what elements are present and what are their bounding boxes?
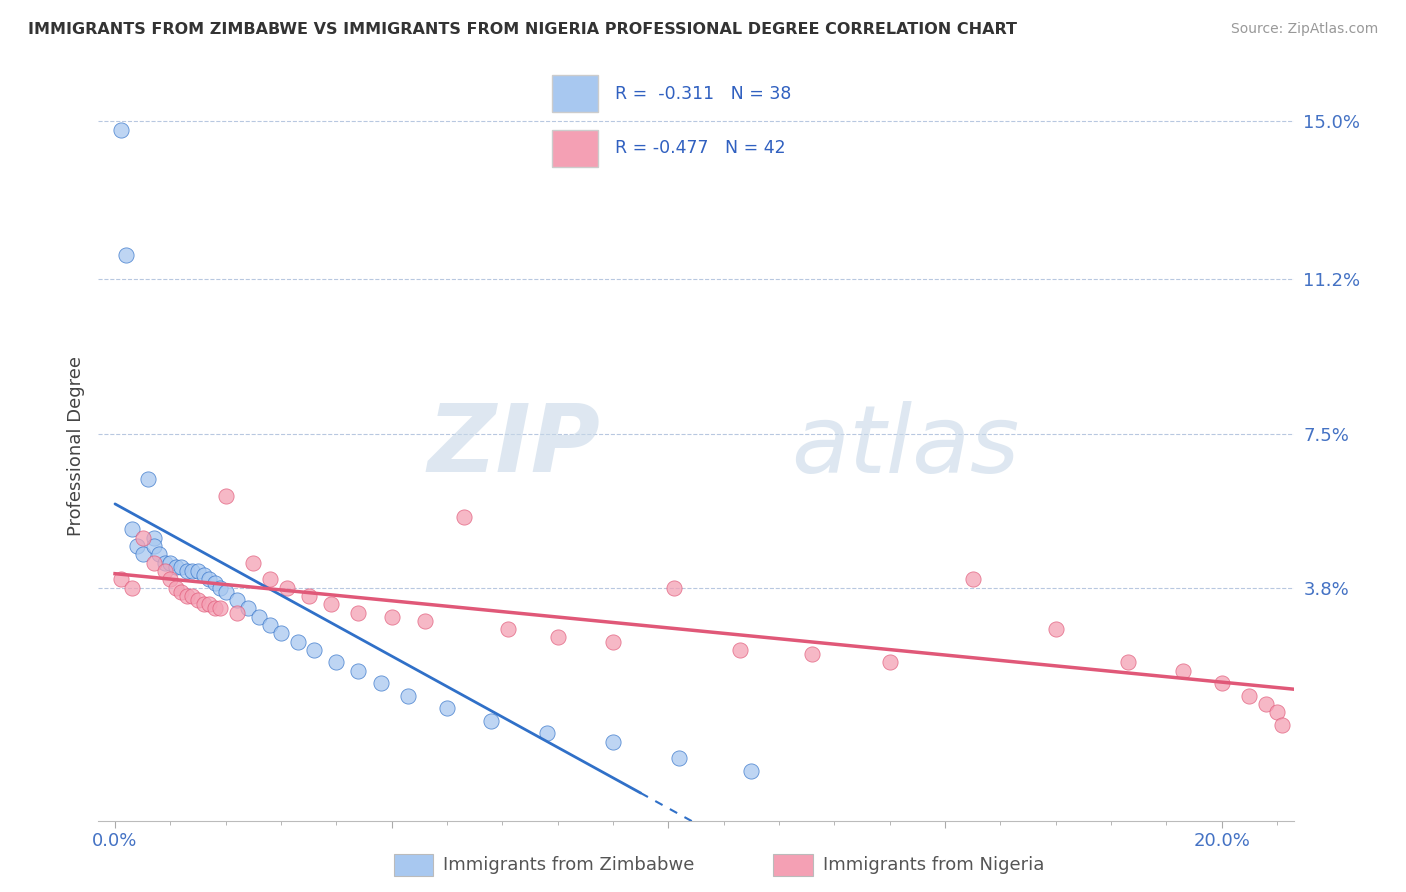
Point [242,556,264,570]
Point [1271,718,1294,732]
Point [236,601,259,615]
Point [136,472,159,486]
Point [204,576,226,591]
Point [142,539,165,553]
Point [1045,622,1067,636]
Point [176,564,198,578]
Point [193,568,215,582]
Point [198,597,221,611]
Point [496,622,519,636]
Point [1239,689,1261,703]
Point [153,564,176,578]
Point [1116,656,1139,670]
Point [193,597,215,611]
Point [1171,664,1194,678]
Point [198,572,221,586]
Point [121,581,143,595]
Point [142,556,165,570]
Point [602,634,624,648]
Point [728,643,751,657]
Point [247,609,270,624]
Point [740,764,762,778]
Point [209,601,232,615]
Point [547,631,569,645]
Point [1254,697,1277,711]
Point [370,676,392,690]
Point [131,531,153,545]
Point [131,547,153,561]
Point [298,589,321,603]
Point [153,556,176,570]
Point [176,589,198,603]
Point [259,618,281,632]
Point [801,647,824,661]
Point [436,701,458,715]
Point [127,539,149,553]
Text: Source: ZipAtlas.com: Source: ZipAtlas.com [1230,22,1378,37]
Point [110,572,132,586]
FancyBboxPatch shape [551,129,598,167]
Point [225,593,247,607]
Point [142,531,165,545]
Point [159,556,181,570]
Point [668,751,690,765]
Text: R =  -0.311   N = 38: R = -0.311 N = 38 [616,85,792,103]
Text: atlas: atlas [792,401,1019,491]
FancyBboxPatch shape [551,75,598,112]
Point [170,584,193,599]
Point [165,581,187,595]
Point [413,614,436,628]
Point [319,597,342,611]
Text: Immigrants from Nigeria: Immigrants from Nigeria [823,856,1043,874]
Point [347,606,370,620]
Point [148,547,170,561]
Text: ZIP: ZIP [427,400,600,492]
Point [536,726,558,740]
Point [215,584,238,599]
Text: IMMIGRANTS FROM ZIMBABWE VS IMMIGRANTS FROM NIGERIA PROFESSIONAL DEGREE CORRELAT: IMMIGRANTS FROM ZIMBABWE VS IMMIGRANTS F… [28,22,1017,37]
Point [110,122,132,136]
Y-axis label: Professional Degree: Professional Degree [66,356,84,536]
Point [879,656,901,670]
Point [662,581,685,595]
Point [325,656,347,670]
Point [276,581,298,595]
Point [479,714,502,728]
Point [453,509,475,524]
Point [602,734,624,748]
Point [381,609,404,624]
Point [225,606,247,620]
Point [259,572,281,586]
Point [1211,676,1233,690]
Point [962,572,984,586]
Point [396,689,419,703]
Point [270,626,292,640]
Point [181,589,204,603]
Point [165,559,187,574]
Point [159,572,181,586]
Point [187,593,209,607]
Point [287,634,309,648]
Text: R = -0.477   N = 42: R = -0.477 N = 42 [616,139,786,157]
Point [209,581,232,595]
Point [215,489,238,503]
Point [204,601,226,615]
Point [121,522,143,536]
Point [181,564,204,578]
Point [187,564,209,578]
Point [347,664,370,678]
Point [115,247,138,261]
Point [170,559,193,574]
Point [302,643,325,657]
Text: Immigrants from Zimbabwe: Immigrants from Zimbabwe [443,856,695,874]
Point [1265,706,1288,720]
